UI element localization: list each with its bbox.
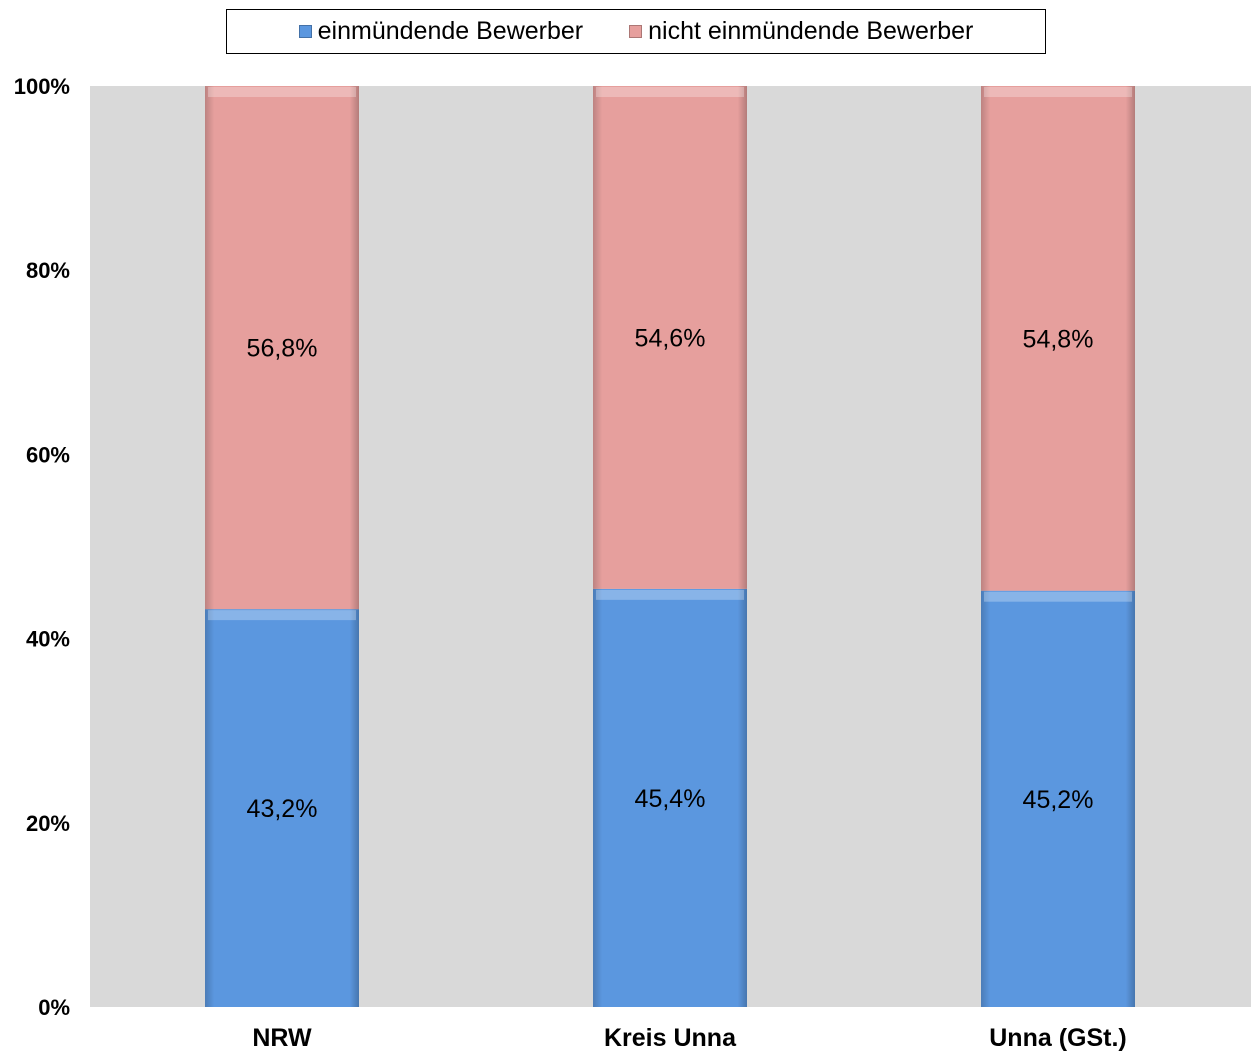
bar-segment-shade xyxy=(205,86,359,610)
y-tick-label: 20% xyxy=(26,811,70,836)
legend-label-einmuendende: einmündende Bewerber xyxy=(317,17,584,45)
bar-segment-bevel xyxy=(596,87,744,97)
x-category-label: Unna (GSt.) xyxy=(989,1024,1127,1051)
bar-segment-bevel xyxy=(984,87,1132,97)
bar-segment-bevel xyxy=(208,87,356,97)
bar-segment-bevel xyxy=(208,610,356,621)
legend-item-nicht-einmuendende: nicht einmündende Bewerber xyxy=(629,17,973,46)
y-tick-label: 60% xyxy=(26,442,70,467)
data-label: 56,8% xyxy=(247,335,318,363)
y-tick-label: 100% xyxy=(14,74,70,99)
legend-swatch-nicht-einmuendende xyxy=(629,25,643,38)
bar-segment-bevel xyxy=(596,589,744,600)
data-label: 54,6% xyxy=(635,324,706,352)
legend-label-nicht-einmuendende: nicht einmündende Bewerber xyxy=(648,17,974,45)
data-label: 54,8% xyxy=(1023,325,1094,353)
x-category-label: NRW xyxy=(252,1024,312,1051)
data-label: 45,2% xyxy=(1023,786,1094,814)
y-tick-label: 0% xyxy=(38,995,70,1020)
data-label: 45,4% xyxy=(635,785,706,813)
bar-segment-shade xyxy=(205,609,359,1007)
legend-swatch-einmuendende xyxy=(298,25,312,38)
bar-segment-shade xyxy=(593,86,747,589)
bar-segment-shade xyxy=(593,588,747,1007)
y-tick-label: 80% xyxy=(26,258,70,283)
legend-item-einmuendende: einmündende Bewerber xyxy=(298,17,584,46)
data-label: 43,2% xyxy=(247,795,318,823)
bar-segment-shade xyxy=(981,590,1135,1007)
x-category-label: Kreis Unna xyxy=(604,1024,737,1051)
bar-segment-shade xyxy=(981,86,1135,591)
bar-segment-bevel xyxy=(984,591,1132,602)
y-tick-label: 40% xyxy=(26,627,70,652)
legend: einmündende Bewerber nicht einmündende B… xyxy=(226,9,1046,54)
